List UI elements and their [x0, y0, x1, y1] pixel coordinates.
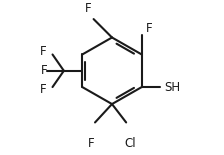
Text: F: F: [40, 45, 47, 58]
Text: F: F: [146, 22, 153, 35]
Text: F: F: [41, 64, 48, 77]
Text: F: F: [87, 137, 94, 150]
Text: F: F: [40, 83, 47, 96]
Text: F: F: [85, 2, 91, 15]
Text: Cl: Cl: [125, 137, 136, 150]
Text: SH: SH: [164, 81, 181, 94]
